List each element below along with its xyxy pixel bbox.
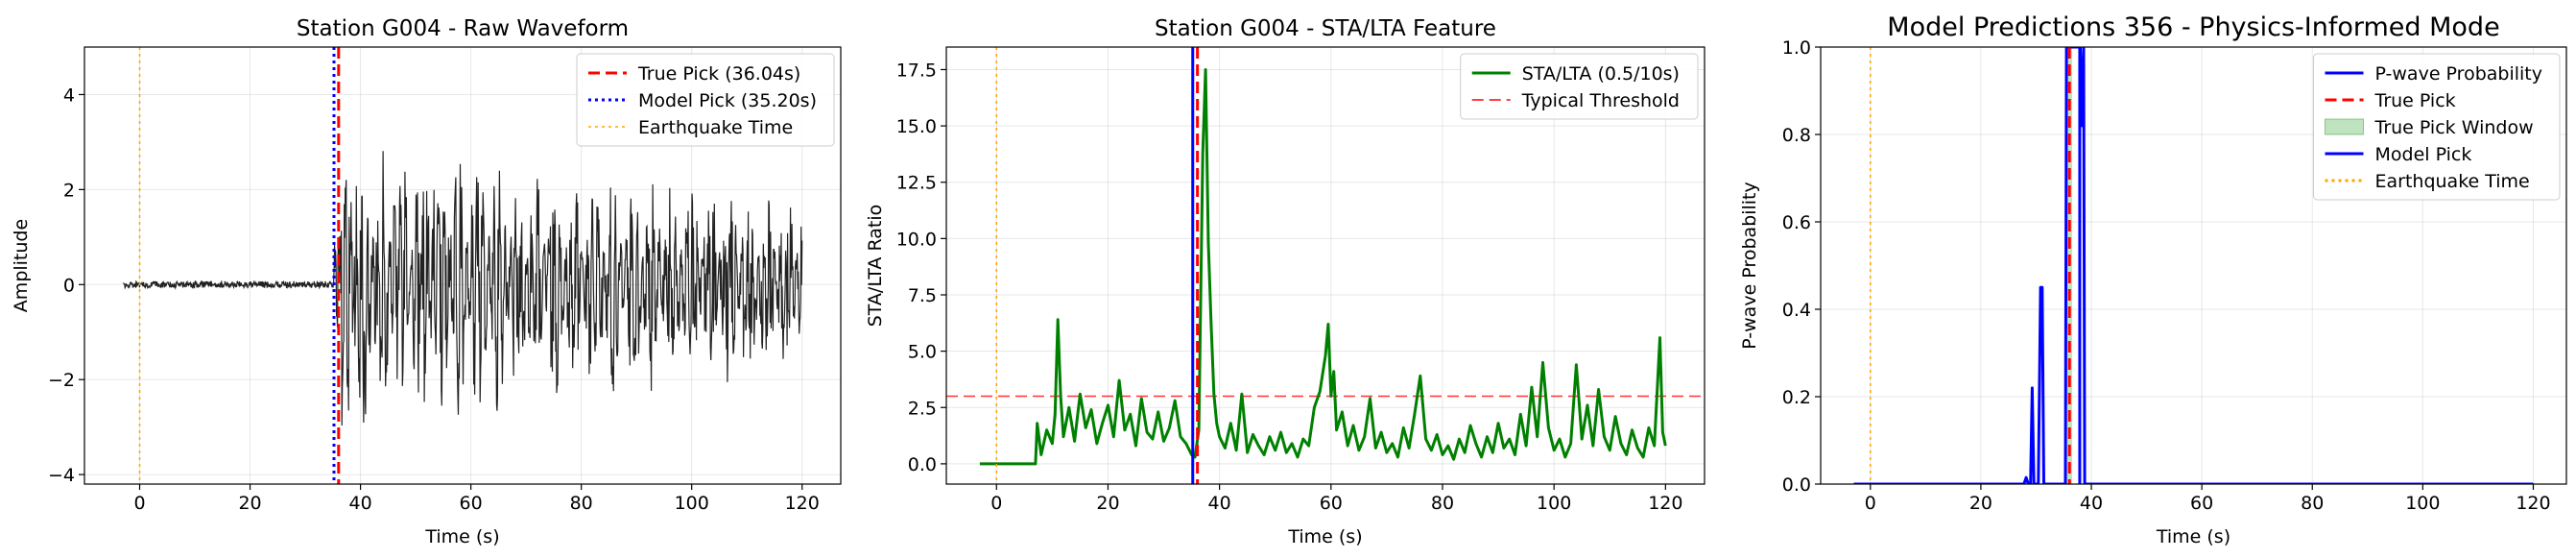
y-tick-label: 0.6 [1782,212,1811,233]
x-tick-label: 120 [785,493,820,514]
legend-item: Model Pick [2325,144,2472,165]
y-tick-label: −4 [48,465,75,486]
y-tick-label: 5.0 [908,342,937,363]
x-tick-label: 120 [1648,493,1682,514]
x-tick-label: 100 [675,493,709,514]
y-tick-label: 7.5 [908,285,937,306]
x-tick-label: 100 [1537,493,1571,514]
legend-item: True Pick (36.04s) [587,63,800,85]
x-tick-label: 20 [238,493,261,514]
legend-label: Model Pick (35.20s) [638,90,817,111]
y-tick-label: 15.0 [896,116,937,137]
legend-item: P-wave Probability [2325,63,2543,85]
legend-item: True Pick Window [2325,117,2534,138]
legend-item: True Pick [2325,90,2456,111]
x-axis-label: Time (s) [424,526,499,547]
legend-frame [576,53,835,147]
chart-panel-stalta: 0 20 40 60 80 100 120 0.0 2.5 5.0 7.5 10.0 12.5 15.0 1… [865,16,1705,547]
y-axis-label: STA/LTA Ratio [865,205,886,328]
legend-label: True Pick [2374,90,2456,111]
y-tick-label: 12.5 [896,173,937,194]
x-tick-label: 0 [133,493,145,514]
chart-title: Station G004 - STA/LTA Feature [1155,16,1496,41]
y-tick-label: 1.0 [1782,37,1811,59]
axes-frame [1820,46,2567,485]
x-tick-label: 120 [2516,493,2550,514]
legend-label: Earthquake Time [638,117,793,138]
x-tick-label: 80 [1431,493,1454,514]
y-tick-label: 0.4 [1782,300,1811,321]
y-tick-label: 2.5 [908,398,937,419]
legend-label: True Pick Window [2374,117,2534,138]
y-tick-label: 4 [63,85,75,106]
x-tick-label: 100 [2405,493,2440,514]
chart-panel-predictions: 0 20 40 60 80 100 120 0.0 0.2 0.4 0.6 0.8 1.0 Model P… [1739,12,2567,547]
legend-label: STA/LTA (0.5/10s) [1522,63,1680,85]
legend-frame [1460,53,1699,120]
plot-area [122,47,803,484]
x-tick-label: 20 [1969,493,1992,514]
y-tick-label: 0.8 [1782,125,1811,146]
x-tick-label: 60 [1320,493,1343,514]
legend-label: Typical Threshold [1521,90,1680,111]
waveform-trace [122,151,803,426]
x-tick-label: 0 [1865,493,1876,514]
x-tick-label: 60 [460,493,483,514]
x-tick-label: 40 [1208,493,1231,514]
legend: True Pick (36.04s) Model Pick (35.20s) Ear… [576,53,835,147]
chart-title: Model Predictions 356 - Physics-Informed… [1887,12,2499,42]
y-tick-label: 0.0 [1782,474,1811,496]
x-tick-label: 20 [1096,493,1119,514]
x-axis-label: Time (s) [1287,526,1362,547]
y-tick-label: 2 [63,180,75,201]
series-line-0 [1853,47,2534,484]
plot-area [1853,47,2534,484]
y-tick-label: 10.0 [896,229,937,250]
legend-item: STA/LTA (0.5/10s) [1471,63,1680,85]
x-tick-label: 40 [2080,493,2103,514]
legend-item: Model Pick (35.20s) [587,90,817,111]
x-tick-label: 0 [990,493,1002,514]
legend-item: Earthquake Time [587,117,793,138]
axes-frame [83,46,842,485]
y-tick-label: 0 [63,275,75,296]
y-tick-label: 0.0 [908,454,937,475]
legend-label: True Pick (36.04s) [637,63,800,85]
legend: STA/LTA (0.5/10s) Typical Threshold [1460,53,1699,120]
legend-item: Typical Threshold [1471,90,1680,111]
chart-title: Station G004 - Raw Waveform [297,16,629,41]
y-tick-label: 0.2 [1782,387,1811,408]
y-tick-label: −2 [48,370,75,391]
y-axis-label: Amplitude [11,219,32,312]
legend-swatch [2325,118,2364,135]
y-tick-label: 17.5 [896,60,937,81]
legend-label: Model Pick [2375,144,2472,165]
x-axis-label: Time (s) [2156,526,2230,547]
x-tick-label: 60 [2190,493,2213,514]
y-axis-label: P-wave Probability [1739,182,1760,350]
x-tick-label: 80 [570,493,593,514]
legend-label: P-wave Probability [2375,63,2543,85]
axes-frame [945,46,1705,485]
legend: P-wave Probability True Pick True Pick Win… [2313,53,2561,201]
x-tick-label: 40 [348,493,371,514]
legend-item: Earthquake Time [2325,171,2530,192]
plot-area [946,47,1705,484]
series-line-0 [979,68,1667,466]
chart-panel-waveform: 0 20 40 60 80 100 120 −4 −2 0 2 4 Station G004 - Raw… [11,16,842,547]
x-tick-label: 80 [2301,493,2324,514]
legend-frame [2313,53,2561,201]
legend-label: Earthquake Time [2375,171,2530,192]
